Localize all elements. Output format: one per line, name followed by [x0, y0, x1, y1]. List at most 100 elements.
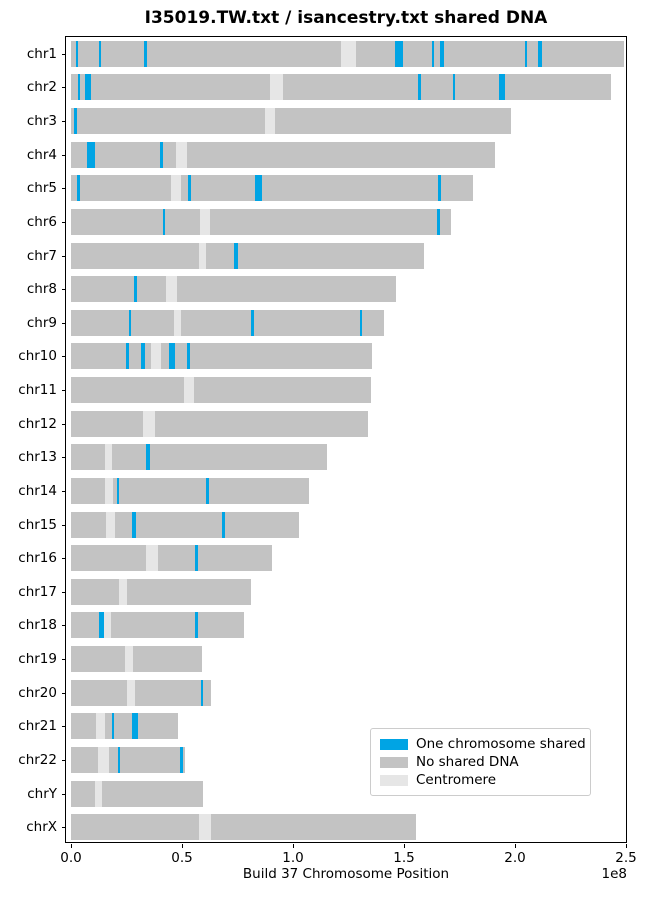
centromere-segment	[127, 679, 135, 706]
y-tick-mark	[62, 289, 66, 291]
shared-dna-segment	[195, 612, 198, 639]
shared-dna-segment	[187, 343, 191, 370]
chromosome-row: chr17	[18, 575, 626, 609]
centromere-segment	[176, 141, 188, 168]
shared-dna-segment	[87, 141, 95, 168]
x-tick-label: 1.0	[282, 850, 304, 866]
shared-dna-segment	[254, 175, 263, 202]
chromosome-row: chr9	[27, 306, 626, 340]
centromere-segment	[340, 40, 357, 67]
y-tick-label: chr17	[18, 583, 57, 600]
chromosome-row: chrY	[27, 777, 626, 811]
shared-dna-segment	[116, 477, 119, 504]
chromosome-bar	[71, 612, 245, 639]
shared-swatch	[380, 738, 408, 750]
chromosome-bar	[71, 814, 416, 841]
y-tick-mark	[62, 390, 66, 392]
y-tick-label: chr5	[26, 180, 57, 197]
chromosome-row: chr5	[27, 172, 626, 206]
shared-dna-segment	[537, 40, 543, 67]
y-tick-label: chr2	[26, 79, 57, 96]
shared-dna-segment	[431, 40, 434, 67]
shared-dna-segment	[134, 276, 138, 303]
chromosome-bar	[71, 578, 252, 605]
shared-dna-segment	[221, 511, 225, 538]
chromosome-bar	[71, 410, 369, 437]
shared-dna-segment	[359, 309, 363, 336]
y-tick-label: chr16	[18, 550, 57, 567]
shared-dna-segment	[233, 242, 238, 269]
shared-dna-segment	[394, 40, 403, 67]
y-tick-label: chr4	[26, 146, 57, 163]
y-tick-mark	[62, 322, 66, 324]
chromosome-bar	[71, 40, 625, 67]
shared-dna-segment	[132, 713, 139, 740]
chromosome-row: chr18	[18, 609, 626, 643]
shared-dna-segment	[524, 40, 527, 67]
y-tick-mark	[62, 121, 66, 123]
shared-dna-segment	[145, 444, 151, 471]
chromosome-row: chr3	[27, 104, 626, 138]
chromosome-bar	[71, 646, 203, 673]
legend-item: No shared DNA	[380, 754, 581, 770]
shared-dna-segment	[77, 74, 81, 101]
y-tick-mark	[62, 490, 66, 492]
y-tick-mark	[62, 423, 66, 425]
y-tick-mark	[62, 793, 66, 795]
plot-area: chr1 chr2 chr3 chr4 chr5 chr6 chr7 chr8 chr9 chr1…	[18, 36, 637, 866]
shared-dna-segment	[126, 343, 129, 370]
y-tick-label: chr12	[18, 415, 57, 432]
shared-dna-segment	[206, 477, 209, 504]
shared-dna-segment	[439, 40, 444, 67]
y-tick-mark	[62, 524, 66, 526]
chromosome-bar	[71, 746, 185, 773]
x-tick-mark	[404, 844, 405, 848]
x-tick-mark	[515, 844, 516, 848]
y-tick-mark	[62, 457, 66, 459]
y-tick-mark	[62, 827, 66, 829]
chromosome-row: chr13	[18, 441, 626, 475]
chromosome-row: chr22	[18, 743, 626, 777]
chromosome-bar	[71, 679, 211, 706]
chromosome-row: chr16	[18, 541, 626, 575]
centromere-segment	[105, 511, 116, 538]
shared-dna-segment	[201, 679, 204, 706]
centromere-segment	[104, 477, 113, 504]
shared-dna-segment	[195, 545, 198, 572]
legend-item-label: Centromere	[416, 772, 497, 788]
chart-title: I35019.TW.txt / isancestry.txt shared DN…	[144, 8, 548, 28]
chromosome-row: chr2	[27, 71, 626, 105]
shared-dna-segment	[437, 208, 440, 235]
shared-dna-segment	[168, 343, 176, 370]
y-tick-mark	[62, 726, 66, 728]
chromosome-row: chr14	[18, 474, 626, 508]
shared-dna-segment	[76, 40, 79, 67]
y-tick-label: chr13	[18, 449, 57, 466]
chromosome-bar	[71, 377, 371, 404]
shared-dna-segment	[498, 74, 505, 101]
y-tick-label: chr9	[26, 314, 57, 331]
chromosome-row: chr10	[18, 340, 626, 374]
y-tick-label: chr14	[18, 482, 57, 499]
centromere-segment	[199, 814, 211, 841]
shared-dna-segment	[144, 40, 147, 67]
y-tick-label: chrY	[27, 785, 57, 802]
y-tick-label: chr11	[18, 382, 57, 399]
y-tick-label: chr10	[18, 348, 57, 365]
chromosome-row: chr6	[27, 205, 626, 239]
y-tick-label: chr6	[26, 213, 57, 230]
chromosome-bar	[71, 309, 385, 336]
centromere-swatch	[380, 774, 408, 786]
centromere-segment	[103, 612, 112, 639]
y-tick-label: chr7	[26, 247, 57, 264]
chromosome-bar	[71, 74, 611, 101]
chromosome-row: chr1	[27, 37, 626, 71]
chromosome-row: chr11	[18, 373, 626, 407]
shared-dna-segment	[111, 713, 115, 740]
x-tick-mark	[71, 844, 72, 848]
chromosome-bar	[71, 276, 396, 303]
y-tick-label: chr3	[26, 113, 57, 130]
y-tick-mark	[62, 356, 66, 358]
chromosome-row: chr19	[18, 642, 626, 676]
shared-dna-segment	[452, 74, 456, 101]
